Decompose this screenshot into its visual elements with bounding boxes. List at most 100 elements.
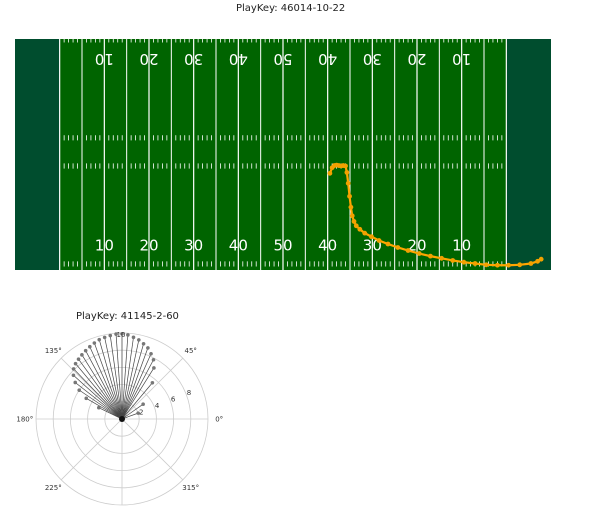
- path-point: [538, 256, 544, 262]
- path-point: [344, 170, 350, 175]
- yard-number-top: 20: [407, 50, 426, 68]
- polar-ray: [86, 398, 123, 420]
- path-point: [428, 253, 433, 259]
- polar-ray: [121, 353, 152, 420]
- polar-ray: [75, 382, 123, 420]
- path-point: [353, 223, 359, 229]
- path-point: [348, 204, 354, 210]
- path-point: [369, 234, 374, 240]
- yard-number-bottom: 10: [452, 236, 471, 254]
- angle-tick-label: 45°: [185, 347, 197, 355]
- polar-labels: 2 4 6 8 10 0° 45° 135° 180° 225° 315°: [16, 331, 223, 492]
- polar-ray: [73, 375, 123, 420]
- polar-ray: [121, 359, 154, 420]
- r-tick-label: 8: [187, 389, 191, 397]
- polar-ray: [89, 346, 123, 420]
- polar-point: [71, 373, 76, 378]
- yard-number-bottom: 40: [229, 236, 248, 254]
- polar-ray: [98, 407, 123, 420]
- polar-ray: [98, 339, 123, 420]
- polar-points: [71, 332, 156, 422]
- endzone-left: [15, 39, 60, 270]
- yard-number-top: 30: [184, 50, 203, 68]
- polar-ray: [121, 382, 153, 420]
- polar-point: [114, 332, 118, 336]
- r-tick-label: 4: [155, 402, 160, 410]
- path-point: [405, 248, 411, 253]
- polar-ray: [94, 342, 123, 420]
- polar-ray: [85, 350, 123, 420]
- player-path: [327, 162, 544, 268]
- polar-point: [146, 346, 150, 350]
- polar-point: [73, 380, 78, 385]
- polar-point: [80, 353, 84, 357]
- path-point: [517, 262, 523, 268]
- angle-tick-label: 315°: [182, 484, 199, 492]
- yard-number-bottom: 10: [95, 236, 114, 254]
- yard-lines: [59, 39, 507, 270]
- polar-point: [141, 402, 145, 407]
- path-point: [351, 219, 357, 224]
- polar-ray: [121, 347, 149, 420]
- polar-point: [120, 332, 124, 336]
- path-point: [472, 261, 478, 266]
- polar-ray: [79, 389, 123, 420]
- path-point: [345, 180, 351, 186]
- polar-ray: [121, 343, 144, 420]
- polar-point: [97, 405, 101, 410]
- yard-number-top: 10: [95, 50, 114, 68]
- yard-number-top: 40: [229, 50, 248, 68]
- polar-ray: [121, 367, 155, 420]
- polar-ray: [109, 335, 123, 420]
- yard-number-bottom: 20: [407, 236, 426, 254]
- path-point: [395, 245, 401, 250]
- polar-ray: [121, 403, 144, 420]
- polar-point: [77, 388, 82, 392]
- polar-point: [84, 396, 89, 401]
- yard-number-bottom: 20: [139, 236, 158, 254]
- path-point: [483, 262, 489, 268]
- polar-ray: [121, 339, 140, 420]
- polar-point: [150, 380, 155, 385]
- polar-point: [92, 341, 97, 345]
- path-point: [385, 241, 391, 247]
- path-point: [327, 170, 333, 176]
- path-point: [362, 230, 368, 236]
- polar-ray: [115, 334, 123, 420]
- yard-number-top: 40: [318, 50, 337, 68]
- polar-point: [152, 366, 156, 370]
- polar-ray: [78, 358, 123, 420]
- polar-point: [149, 351, 153, 356]
- path-point: [461, 259, 467, 265]
- polar-point: [83, 348, 88, 353]
- polar-point: [97, 337, 102, 342]
- yard-number-top: 20: [139, 50, 158, 68]
- polar-point: [131, 335, 136, 340]
- r-tick-label: 6: [171, 396, 176, 404]
- polar-point: [108, 333, 113, 338]
- angle-tick-label: 225°: [45, 484, 62, 492]
- polar-chart-title: PlayKey: 41145-2-60: [76, 311, 179, 322]
- yard-number-top: 10: [452, 50, 471, 68]
- path-point: [506, 262, 511, 268]
- yard-number-top: 30: [363, 50, 382, 68]
- path-point: [495, 262, 500, 268]
- path-point: [535, 258, 540, 264]
- polar-point: [88, 344, 92, 349]
- polar-spoke: [60, 418, 123, 481]
- angle-tick-label: 0°: [215, 416, 223, 424]
- polar-rays: [73, 333, 155, 420]
- polar-point: [76, 357, 81, 361]
- polar-point: [136, 411, 140, 415]
- polar-point: [137, 338, 141, 342]
- angle-tick-label: 135°: [45, 347, 62, 355]
- path-point: [376, 238, 382, 243]
- yard-number-bottom: 50: [273, 236, 292, 254]
- polar-center: [119, 416, 125, 422]
- r-tick-label: 2: [139, 409, 143, 417]
- path-point: [450, 258, 456, 263]
- path-point: [416, 251, 422, 256]
- polar-ray: [121, 337, 134, 420]
- field-chart-title: PlayKey: 46014-10-22: [236, 3, 346, 14]
